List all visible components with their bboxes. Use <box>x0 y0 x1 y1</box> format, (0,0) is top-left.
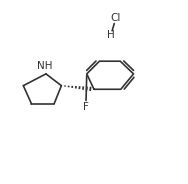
Text: H: H <box>107 30 115 40</box>
Text: NH: NH <box>37 61 53 71</box>
Text: Cl: Cl <box>111 13 121 23</box>
Text: F: F <box>83 102 89 112</box>
